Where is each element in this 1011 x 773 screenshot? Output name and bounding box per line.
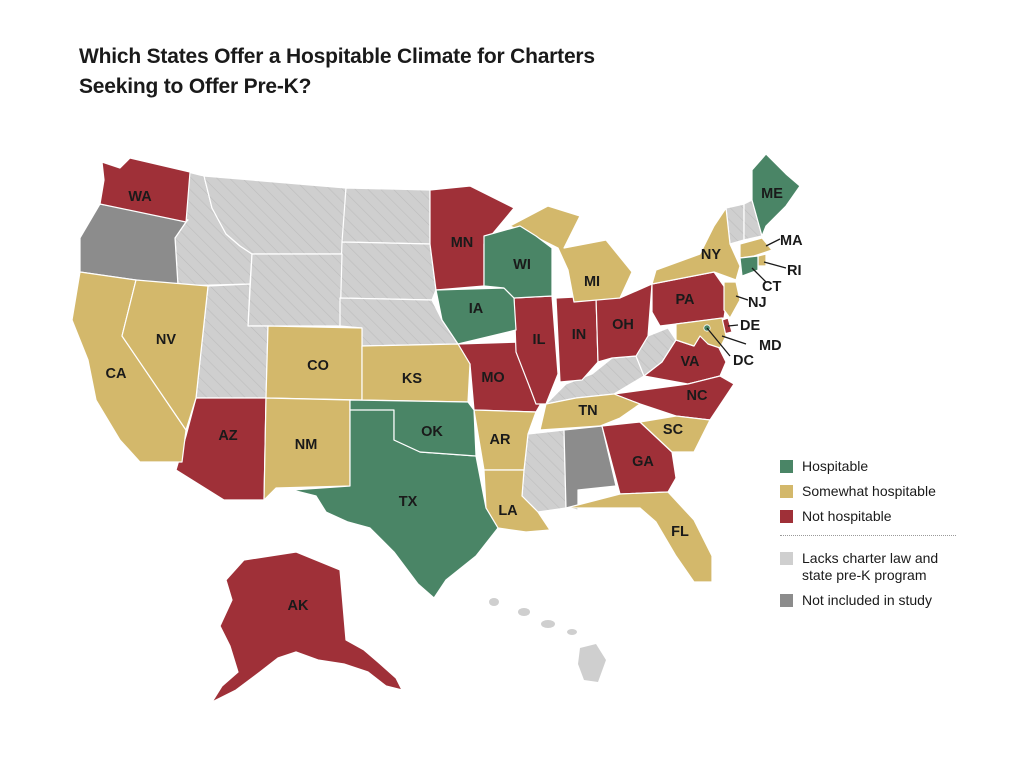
label-AZ: AZ [218,428,237,444]
label-NV: NV [156,332,176,348]
state-RI[interactable] [757,253,767,267]
swatch-lacks [780,552,793,565]
swatch-not [780,510,793,523]
state-SC[interactable] [639,415,711,453]
state-ME[interactable] [751,153,801,237]
label-GA: GA [632,454,654,470]
legend-item-not: Not hospitable [780,508,980,525]
label-AK: AK [288,598,309,614]
label-MD: MD [759,338,782,354]
state-OH[interactable] [595,283,653,363]
state-AR[interactable] [473,409,537,471]
map-legend: Hospitable Somewhat hospitable Not hospi… [780,458,980,617]
label-VA: VA [680,354,700,370]
somewhat-hospitable-states [71,205,773,583]
state-MS[interactable] [521,429,567,513]
label-WA: WA [128,189,152,205]
state-WY[interactable] [247,253,343,327]
state-HI[interactable] [489,598,606,682]
label-RI: RI [787,263,802,279]
label-CT: CT [762,279,781,295]
label-IN: IN [572,327,587,343]
state-ND[interactable] [341,187,431,245]
label-MI: MI [584,274,600,290]
state-IL[interactable] [513,295,559,405]
label-SC: SC [663,422,684,438]
label-NC: NC [687,388,708,404]
state-SD[interactable] [339,241,437,301]
legend-label-somewhat: Somewhat hospitable [802,483,936,499]
label-leaders [706,238,787,357]
swatch-somewhat [780,485,793,498]
state-FL[interactable] [565,491,713,583]
state-NJ[interactable] [723,281,741,319]
label-MA: MA [780,233,803,249]
label-KS: KS [402,371,422,387]
state-NM[interactable] [263,397,351,501]
state-MA[interactable] [739,237,773,259]
state-NV[interactable] [121,279,209,431]
legend-label-lacks: Lacks charter law and state pre-K progra… [802,550,939,583]
state-TN[interactable] [539,393,641,431]
state-WA[interactable] [99,157,191,223]
label-ME: ME [761,186,783,202]
legend-item-hospitable: Hospitable [780,458,980,475]
legend-label-excluded: Not included in study [802,592,932,608]
legend-item-lacks: Lacks charter law and state pre-K progra… [780,550,980,584]
swatch-hospitable [780,460,793,473]
label-OH: OH [612,317,634,333]
state-WI[interactable] [483,225,553,299]
state-OR[interactable] [79,203,189,287]
label-AR: AR [490,432,511,448]
label-CA: CA [106,366,127,382]
excluded-states [79,203,617,511]
legend-label-hospitable: Hospitable [802,458,869,474]
label-TX: TX [399,494,418,510]
state-NY[interactable] [651,207,741,285]
legend-item-somewhat: Somewhat hospitable [780,483,980,500]
label-NY: NY [701,247,721,263]
label-IL: IL [533,332,546,348]
label-PA: PA [675,292,695,308]
hospitable-states [291,153,801,599]
swatch-excluded [780,594,793,607]
state-KS[interactable] [361,343,471,403]
map-title: Which States Offer a Hospitable Climate … [79,45,595,98]
label-FL: FL [671,524,689,540]
legend-separator [780,535,956,536]
label-NM: NM [295,437,318,453]
state-AK[interactable] [211,551,403,703]
label-CO: CO [307,358,329,374]
not-hospitable-states [99,157,735,703]
state-labels: WA CA NV AZ CO NM TX OK KS MN IA MO AR L… [106,186,804,614]
legend-label-not: Not hospitable [802,508,892,524]
label-TN: TN [578,403,597,419]
state-OK[interactable] [349,399,477,457]
legend-item-excluded: Not included in study [780,592,980,609]
label-DC: DC [733,353,754,369]
state-MI[interactable] [509,205,633,303]
label-MO: MO [481,370,504,386]
state-CT[interactable] [739,255,759,277]
label-WI: WI [513,257,531,273]
state-MD[interactable] [675,317,727,349]
label-DE: DE [740,318,760,334]
label-NJ: NJ [748,295,767,311]
label-OK: OK [421,424,443,440]
label-LA: LA [498,503,518,519]
label-IA: IA [469,301,484,317]
label-MN: MN [451,235,474,251]
